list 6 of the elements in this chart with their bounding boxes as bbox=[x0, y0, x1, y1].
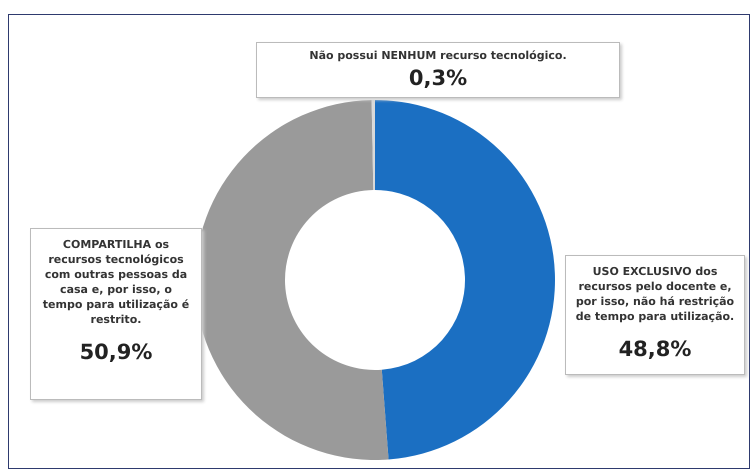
data-label: 0,3% bbox=[408, 65, 468, 91]
slice-label: Não possui NENHUM recurso tecnológico. bbox=[308, 48, 568, 63]
slice-label: USO EXCLUSIVO dos recursos pelo docente e, por isso, não há restrição de tempo para utilização. bbox=[574, 264, 736, 324]
data-label: 50,9% bbox=[78, 339, 154, 365]
data-label: 48,8% bbox=[618, 336, 692, 362]
slice-label: COMPARTILHA os recursos tecnológicos com outras pessoas da casa e, por isso, o tempo para utilização é restrito. bbox=[42, 237, 190, 327]
